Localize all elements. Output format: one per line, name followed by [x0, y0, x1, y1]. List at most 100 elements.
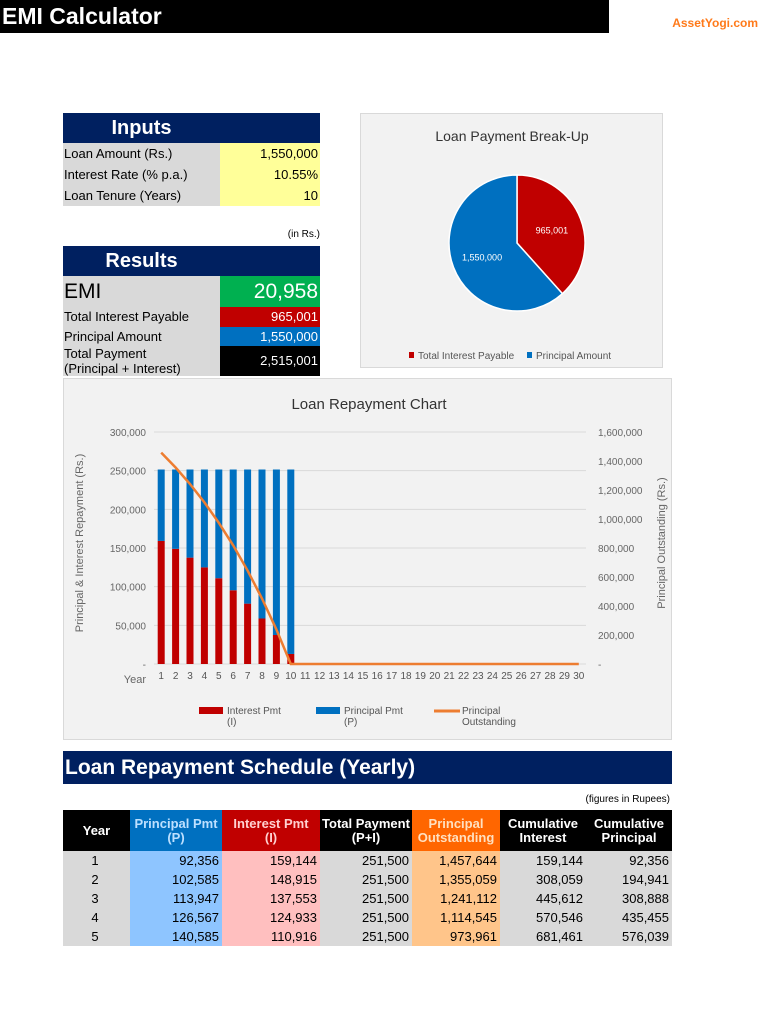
interest-bar: [157, 540, 165, 664]
legend-swatch: [527, 352, 532, 358]
principal-bar: [272, 469, 280, 635]
principal-bar: [287, 469, 295, 654]
x-tick-label: 3: [187, 671, 193, 682]
interest-bar: [229, 590, 237, 664]
y-tick-label: 150,000: [110, 544, 147, 555]
principal-amount-value: 1,550,000: [220, 327, 320, 346]
table-cell: 159,144: [222, 851, 320, 870]
y-tick-label: 300,000: [110, 428, 147, 439]
repayment-chart: Loan Repayment Chart Principal & Interes…: [74, 396, 668, 728]
table-cell: 1,114,545: [412, 908, 500, 927]
legend-label: Principal Amount: [536, 351, 611, 362]
table-row: 4 126,567 124,933 251,500 1,114,545 570,546 43…: [63, 908, 672, 927]
page-title: EMI Calculator: [2, 3, 162, 29]
table-cell: 445,612: [500, 889, 586, 908]
legend-label: (P): [344, 717, 357, 728]
pie-data-label: 1,550,000: [462, 252, 502, 262]
legend-swatch: [316, 707, 340, 714]
x-tick-label: 20: [429, 671, 441, 682]
table-cell: 92,356: [586, 851, 672, 870]
x-tick-label: 25: [501, 671, 513, 682]
header-line-1: Total Payment: [322, 815, 410, 831]
interest-bar: [215, 578, 223, 664]
table-cell: 5: [63, 927, 130, 946]
header-line-2: (P): [167, 829, 185, 845]
header-line-2: Outstanding: [417, 829, 495, 845]
table-cell: 159,144: [500, 851, 586, 870]
interest-bar: [272, 635, 280, 664]
x-tick-label: 17: [386, 671, 398, 682]
pie-chart: Loan Payment Break-Up 965,001 Total Inter…: [409, 128, 611, 362]
y2-tick-label: 200,000: [598, 631, 635, 642]
legend-label: Outstanding: [462, 717, 516, 728]
x-tick-label: 11: [300, 671, 311, 682]
input-value-field[interactable]: 10: [220, 185, 320, 206]
x-tick-label: 2: [173, 671, 179, 682]
input-value-field[interactable]: 1,550,000: [220, 143, 320, 164]
legend-label: Principal Pmt: [344, 706, 403, 717]
table-cell: 4: [63, 908, 130, 927]
input-value-field[interactable]: 10.55%: [220, 164, 320, 185]
column-header: Interest Pmt (I): [222, 810, 320, 851]
y-tick-label: 250,000: [110, 467, 147, 478]
y2-tick-label: 600,000: [598, 573, 635, 584]
table-cell: 124,933: [222, 908, 320, 927]
table-cell: 110,916: [222, 927, 320, 946]
y2-tick-label: 800,000: [598, 544, 635, 555]
table-cell: 148,915: [222, 870, 320, 889]
principal-bar: [244, 469, 252, 604]
x-tick-label: 28: [544, 671, 556, 682]
x-tick-label: 18: [400, 671, 412, 682]
table-cell: 681,461: [500, 927, 586, 946]
interest-bar: [244, 603, 252, 664]
table-cell: 251,500: [320, 908, 412, 927]
principal-bar: [258, 469, 266, 619]
table-cell: 1,241,112: [412, 889, 500, 908]
schedule-note: (figures in Rupees): [585, 794, 670, 805]
pie-data-label: 965,001: [536, 226, 569, 236]
table-cell: 92,356: [130, 851, 222, 870]
y2-tick-label: -: [598, 660, 601, 671]
x-tick-label: 1: [158, 671, 164, 682]
table-cell: 2: [63, 870, 130, 889]
x-tick-label: 5: [216, 671, 222, 682]
table-cell: 251,500: [320, 889, 412, 908]
table-cell: 194,941: [586, 870, 672, 889]
y2-tick-label: 1,600,000: [598, 428, 643, 439]
table-cell: 570,546: [500, 908, 586, 927]
column-header: Year: [63, 810, 130, 851]
table-cell: 308,888: [586, 889, 672, 908]
table-cell: 113,947: [130, 889, 222, 908]
x-axis-label: Year: [124, 674, 147, 686]
table-cell: 1: [63, 851, 130, 870]
legend-label: Total Interest Payable: [418, 351, 515, 362]
inputs-header: Inputs: [63, 113, 320, 143]
header-line-1: Principal: [428, 815, 484, 831]
y-tick-label: -: [143, 660, 146, 671]
total-interest-label: Total Interest Payable: [63, 307, 220, 327]
input-label: Loan Tenure (Years): [63, 185, 220, 206]
table-cell: 140,585: [130, 927, 222, 946]
y2-tick-label: 1,400,000: [598, 457, 643, 468]
x-tick-label: 26: [516, 671, 528, 682]
column-header: Principal Pmt (P): [130, 810, 222, 851]
x-tick-label: 19: [415, 671, 427, 682]
x-tick-label: 4: [202, 671, 208, 682]
table-cell: 576,039: [586, 927, 672, 946]
table-row: 5 140,585 110,916 251,500 973,961 681,461 576,…: [63, 927, 672, 946]
brand-link[interactable]: AssetYogi.com: [672, 16, 758, 30]
header-line-2: Principal: [601, 829, 657, 845]
emi-value: 20,958: [220, 276, 320, 307]
schedule-table: Year Principal Pmt (P) Interest Pmt (I) Total…: [63, 810, 672, 946]
table-cell: 126,567: [130, 908, 222, 927]
x-tick-label: 7: [245, 671, 251, 682]
principal-bar: [186, 469, 194, 558]
table-row: 1 92,356 159,144 251,500 1,457,644 159,144 92,…: [63, 851, 672, 870]
pie-title: Loan Payment Break-Up: [435, 128, 589, 144]
by-text: By: [654, 16, 669, 30]
legend-label: Interest Pmt: [227, 706, 281, 717]
y-tick-label: 200,000: [110, 505, 147, 516]
column-header: Total Payment (P+I): [320, 810, 412, 851]
x-tick-label: 8: [259, 671, 265, 682]
x-tick-label: 13: [328, 671, 340, 682]
